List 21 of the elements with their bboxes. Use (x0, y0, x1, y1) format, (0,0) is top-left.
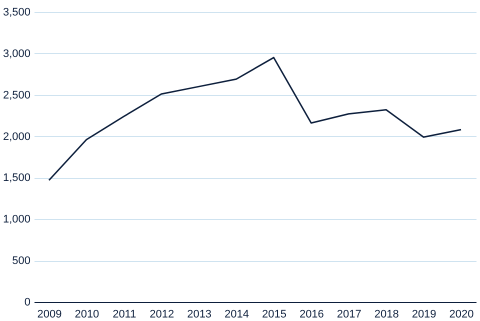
x-tick-label: 2013 (187, 308, 212, 320)
x-tick-label: 2010 (74, 308, 100, 320)
x-tick-label: 2011 (112, 308, 136, 320)
x-tick-label: 2016 (299, 308, 324, 320)
x-tick-label: 2019 (412, 308, 436, 320)
line-series (48, 56, 462, 181)
y-tick-label: 0 (24, 296, 30, 308)
x-tick-label: 2015 (262, 308, 286, 320)
y-tick-label: 2,500 (2, 89, 30, 102)
y-tick-label: 3,000 (2, 48, 30, 60)
y-tick-label: 2,000 (2, 130, 30, 143)
y-tick-label: 3,500 (2, 6, 30, 18)
x-tick-label: 2020 (449, 308, 474, 320)
x-tick-label: 2018 (374, 308, 399, 320)
y-tick-label: 1,000 (2, 214, 30, 226)
x-tick-label: 2017 (336, 308, 362, 320)
y-tick-label: 500 (12, 255, 30, 268)
y-tick-label: 1,500 (2, 172, 30, 184)
x-tick-label: 2014 (224, 308, 250, 320)
x-tick-label: 2012 (150, 308, 174, 320)
x-tick-label: 2009 (37, 308, 62, 320)
